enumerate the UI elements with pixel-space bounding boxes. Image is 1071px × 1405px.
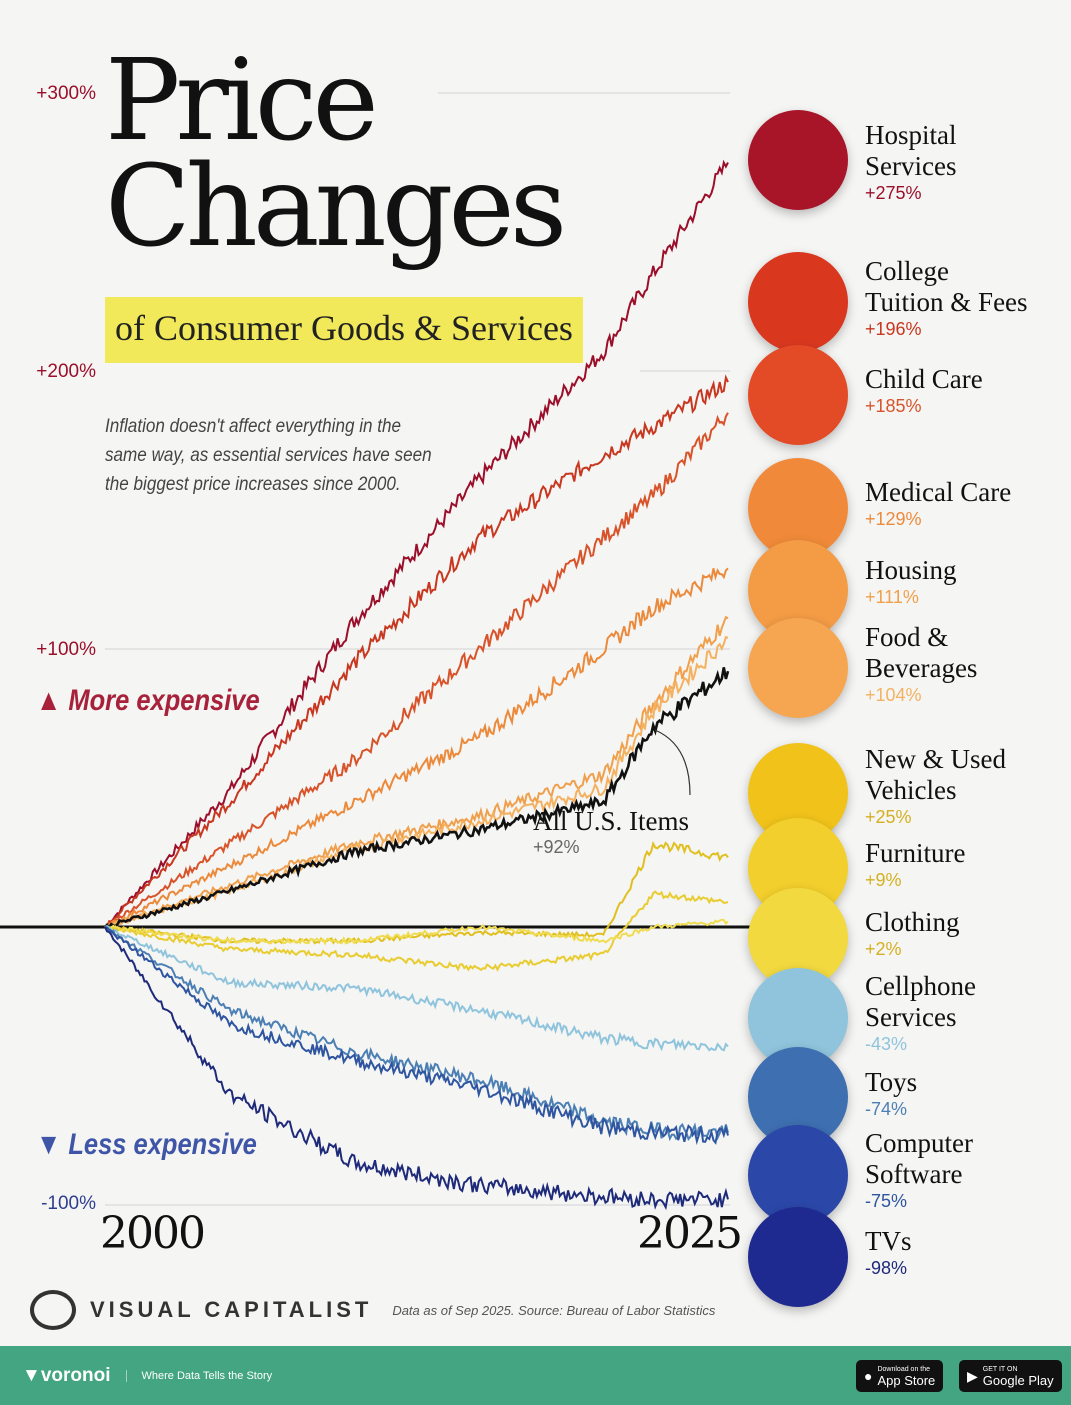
annotation-arrow — [654, 729, 691, 796]
legend-label: Child Care +185% — [865, 364, 983, 416]
brand-name: VISUAL CAPITALIST — [90, 1297, 373, 1322]
legend-value: +104% — [865, 685, 922, 705]
series-line-toys — [104, 926, 729, 1142]
voronoi-text: voronoi — [40, 1364, 111, 1386]
series-line-cellphone-services — [104, 924, 729, 1052]
series-line-furniture — [104, 890, 729, 972]
legend-value: +196% — [865, 319, 922, 339]
description: Inflation doesn't affect everything in t… — [105, 416, 432, 495]
google-play-button[interactable]: ▶ GET IT ON Google Play — [959, 1360, 1062, 1392]
legend-value: +2% — [865, 939, 902, 959]
legend-label: College Tuition & Fees +196% — [865, 256, 1028, 339]
annotation-value: +92% — [533, 837, 580, 857]
legend-label: Housing +111% — [865, 555, 957, 607]
x-tick-label: 2025 — [637, 1208, 743, 1259]
category-image-icon — [748, 110, 848, 210]
page-title: Price Changes — [105, 36, 567, 272]
footer-bar: ▼voronoi Where Data Tells the Story ● Do… — [0, 1346, 1071, 1405]
legend-value: -75% — [865, 1191, 908, 1211]
legend-value: -74% — [865, 1099, 908, 1119]
up-triangle-icon: ▲ — [36, 684, 69, 717]
category-image-icon — [748, 345, 848, 445]
series-line-medical-care — [104, 567, 729, 930]
visual-capitalist-logo-icon — [30, 1290, 76, 1330]
app-store-small-text: Download on the — [877, 1365, 931, 1373]
apple-icon: ● — [864, 1368, 873, 1384]
google-play-small-text: GET IT ON — [982, 1365, 1018, 1373]
legend-label: Hospital Services +275% — [865, 120, 957, 203]
more-expensive-label: ▲ More expensive — [36, 684, 260, 718]
series-line-new-used-vehicles — [104, 840, 729, 945]
more-expensive-text: More expensive — [68, 684, 260, 717]
brand: VISUAL CAPITALIST Data as of Sep 2025. S… — [30, 1290, 715, 1330]
legend-value: +9% — [865, 870, 902, 890]
y-tick-label: +100% — [36, 639, 96, 660]
legend-label: Food & Beverages +104% — [865, 622, 978, 705]
google-play-text: Google Play — [982, 1372, 1054, 1388]
series-line-hospital-services — [104, 159, 729, 928]
legend-value: +25% — [865, 807, 912, 827]
series-line-child-care — [104, 412, 729, 928]
app-store-text: App Store — [877, 1372, 936, 1388]
subtitle: of Consumer Goods & Services — [105, 297, 583, 363]
category-image-icon — [748, 618, 848, 718]
y-tick-label: +300% — [36, 83, 96, 104]
voronoi-logo[interactable]: ▼voronoi — [22, 1365, 110, 1387]
source-note: Data as of Sep 2025. Source: Bureau of L… — [392, 1302, 716, 1318]
series-line-all-u-s-items — [104, 667, 730, 931]
legend-value: +129% — [865, 509, 922, 529]
legend-label: Furniture +9% — [865, 838, 966, 890]
y-tick-label: +200% — [36, 361, 96, 382]
legend-label: Computer Software -75% — [865, 1128, 973, 1211]
x-tick-label: 2000 — [100, 1208, 206, 1259]
play-icon: ▶ — [967, 1367, 978, 1384]
legend-value: +111% — [865, 587, 919, 607]
less-expensive-text: Less expensive — [68, 1128, 257, 1161]
less-expensive-label: ▼ Less expensive — [36, 1128, 257, 1162]
app-store-button[interactable]: ● Download on the App Store — [856, 1360, 944, 1392]
all-items-annotation: All U.S. Items +92% — [533, 806, 689, 858]
line-chart — [0, 92, 760, 1211]
legend-label: Clothing +2% — [865, 907, 960, 959]
legend-label: TVs -98% — [865, 1226, 912, 1278]
legend-label: Cellphone Services -43% — [865, 971, 976, 1054]
legend-value: -43% — [865, 1034, 908, 1054]
series-line-college-tuition-fees — [104, 374, 729, 928]
series-line-computer-software — [104, 926, 729, 1146]
legend-label: Toys -74% — [865, 1067, 918, 1119]
legend-value: +185% — [865, 396, 922, 416]
legend-value: -98% — [865, 1258, 908, 1278]
voronoi-icon: ▼ — [22, 1364, 41, 1386]
category-image-icon — [748, 252, 848, 352]
legend-value: +275% — [865, 183, 922, 203]
annotation-name: All U.S. Items — [533, 806, 690, 836]
down-triangle-icon: ▼ — [36, 1128, 69, 1161]
series-line-clothing — [105, 918, 729, 946]
series-line-tvs — [104, 926, 729, 1211]
legend-label: Medical Care +129% — [865, 477, 1012, 529]
y-tick-label: -100% — [41, 1193, 96, 1214]
tagline: Where Data Tells the Story — [126, 1369, 272, 1382]
legend-label: New & Used Vehicles +25% — [865, 744, 1006, 827]
category-image-icon — [748, 1207, 848, 1307]
